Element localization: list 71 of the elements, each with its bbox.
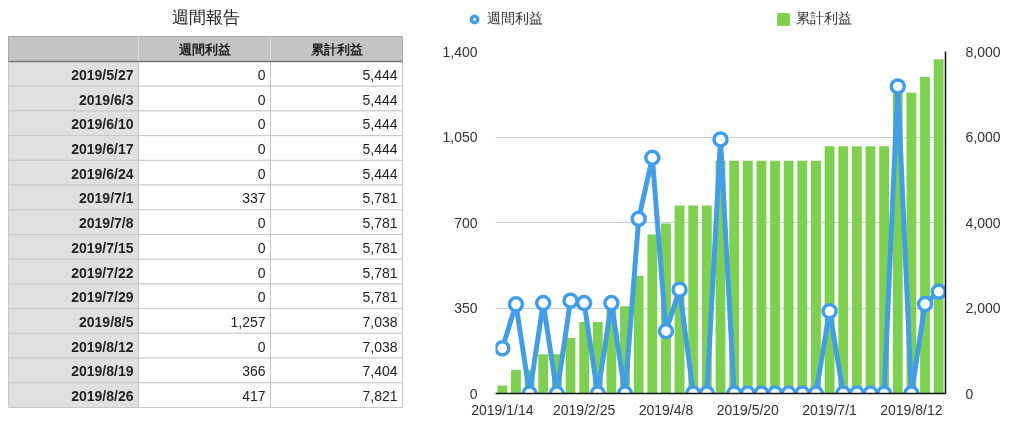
- data-label: 0: [257, 141, 266, 157]
- data-label: 5,444: [362, 165, 398, 182]
- category-label: 2019/7/8: [79, 215, 134, 232]
- bar: [538, 354, 549, 394]
- y-tick-label: 1,050: [442, 129, 478, 145]
- y-tick-label: 1,400: [442, 43, 478, 60]
- data-label: 0: [257, 165, 266, 182]
- category-label: 2019/6/17: [71, 141, 134, 157]
- y2-tick-label: 6,000: [965, 129, 1001, 145]
- y2-tick-label: 4,000: [965, 214, 1001, 231]
- category-label: 2019/6/24: [71, 165, 134, 182]
- y2-tick-label: 0: [965, 385, 974, 402]
- data-label: 366: [242, 363, 266, 380]
- x-tick-label: 2019/1/14: [471, 401, 534, 418]
- legend-label: 週間利益: [487, 10, 543, 28]
- data-label: 0: [257, 91, 266, 108]
- data-label: 1,257: [230, 314, 266, 330]
- data-label: 337: [242, 190, 266, 207]
- series-label: 累計利益: [309, 41, 363, 57]
- data-label: 0: [257, 239, 266, 256]
- data-label: 5,781: [362, 264, 398, 281]
- bar: [511, 369, 521, 394]
- category-label: 2019/7/15: [71, 239, 134, 256]
- series-label: 週間利益: [177, 41, 231, 57]
- data-label: 0: [257, 215, 266, 232]
- bar: [647, 234, 658, 394]
- x-tick-label: 2019/4/8: [638, 401, 694, 418]
- data-label: 0: [257, 338, 266, 355]
- data-label: 7,038: [362, 338, 398, 355]
- data-label: 7,821: [362, 388, 398, 405]
- category-label: 2019/8/26: [71, 388, 134, 405]
- bar: [497, 385, 508, 394]
- bar: [633, 275, 644, 394]
- category-label: 2019/6/3: [79, 91, 134, 108]
- category-label: 2019/6/10: [71, 116, 134, 133]
- data-label: 5,781: [362, 215, 398, 232]
- data-label: 5,444: [362, 116, 398, 133]
- data-label: 5,781: [362, 190, 398, 207]
- category-label: 2019/7/22: [71, 264, 134, 281]
- y-tick-label: 700: [454, 214, 478, 231]
- bar: [920, 76, 930, 394]
- category-label: 2019/8/12: [71, 338, 134, 355]
- data-label: 0: [257, 66, 266, 83]
- y-tick-label: 0: [469, 385, 478, 402]
- x-tick-label: 2019/5/20: [716, 401, 780, 418]
- data-label: 7,038: [362, 314, 398, 330]
- y-tick-label: 350: [454, 300, 478, 316]
- data-label: 5,444: [362, 141, 398, 157]
- legend-label: 累計利益: [796, 10, 852, 28]
- data-label: 5,444: [362, 66, 398, 83]
- data-label: 5,444: [362, 91, 398, 108]
- bar: [579, 322, 590, 394]
- category-label: 2019/5/27: [71, 66, 134, 83]
- category-label: 2019/7/29: [71, 289, 134, 306]
- x-tick-label: 2019/2/25: [553, 401, 616, 418]
- category-label: 2019/8/5: [79, 314, 134, 330]
- data-label: 0: [257, 116, 266, 133]
- category-label: 2019/8/19: [71, 363, 134, 380]
- data-label: 7,404: [362, 363, 398, 380]
- data-label: 5,781: [362, 289, 398, 306]
- y2-tick-label: 2,000: [965, 300, 1001, 316]
- category-label: 2019/7/1: [79, 190, 134, 207]
- text: 週間報告: [171, 8, 240, 27]
- data-label: 0: [257, 264, 266, 281]
- data-label: 417: [242, 388, 266, 405]
- data-label: 0: [257, 289, 266, 306]
- x-tick-label: 2019/8/12: [880, 401, 943, 418]
- x-tick-label: 2019/7/1: [802, 401, 858, 418]
- bar: [933, 59, 944, 394]
- data-label: 5,781: [362, 239, 398, 256]
- y2-tick-label: 8,000: [965, 43, 1001, 60]
